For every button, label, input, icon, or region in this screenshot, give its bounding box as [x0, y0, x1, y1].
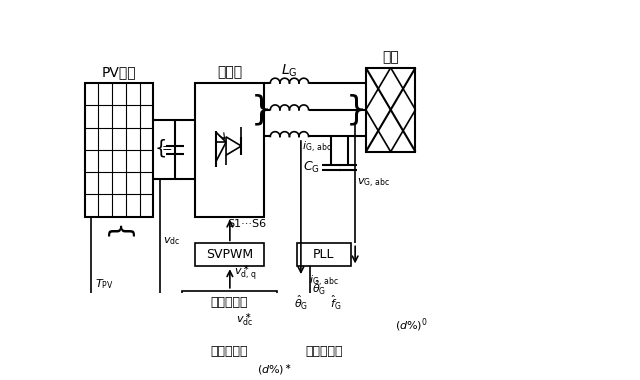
Text: $\hat{\theta}_\mathrm{G}$: $\hat{\theta}_\mathrm{G}$: [294, 294, 308, 312]
Text: $i_\mathrm{G,\,abc}$: $i_\mathrm{G,\,abc}$: [309, 274, 339, 289]
Text: =: =: [162, 142, 173, 155]
Text: $C_\mathrm{G}$: $C_\mathrm{G}$: [303, 160, 320, 175]
Bar: [366, 68, 415, 152]
Text: 电压控制层: 电压控制层: [211, 296, 248, 309]
Bar: [297, 244, 351, 266]
Bar: [195, 83, 264, 217]
Text: $(d\%)^0$: $(d\%)^0$: [395, 316, 428, 334]
Text: }: }: [250, 93, 272, 126]
Text: 频率响应层: 频率响应层: [305, 345, 342, 358]
Text: $v_\mathrm{G,\,abc}$: $v_\mathrm{G,\,abc}$: [357, 177, 391, 190]
Text: }: }: [346, 93, 367, 126]
Text: $L_\mathrm{G}$: $L_\mathrm{G}$: [281, 63, 298, 79]
Text: $v^\ast_\mathrm{dc}$: $v^\ast_\mathrm{dc}$: [236, 312, 253, 328]
Text: $T_\mathrm{PV}$: $T_\mathrm{PV}$: [95, 277, 113, 291]
Text: {: {: [155, 139, 167, 158]
Text: PV阵列: PV阵列: [102, 65, 136, 79]
Text: $\hat{f}_\mathrm{G}$: $\hat{f}_\mathrm{G}$: [330, 294, 341, 312]
Text: PLL: PLL: [313, 249, 335, 261]
Text: 减载控制层: 减载控制层: [211, 345, 248, 358]
Text: $\hat{\theta}_\mathrm{G}$: $\hat{\theta}_\mathrm{G}$: [312, 279, 326, 297]
Bar: [272, 340, 376, 363]
Bar: [182, 291, 277, 313]
Text: SVPWM: SVPWM: [206, 249, 253, 261]
Text: $v^\ast_\mathrm{d,\,q}$: $v^\ast_\mathrm{d,\,q}$: [234, 263, 257, 282]
Text: $i_\mathrm{G,\,abc}$: $i_\mathrm{G,\,abc}$: [303, 139, 332, 155]
Text: $v_\mathrm{dc}$: $v_\mathrm{dc}$: [163, 235, 180, 247]
Text: 电网: 电网: [382, 50, 399, 64]
Text: $(d\%)^\ast$: $(d\%)^\ast$: [257, 362, 292, 377]
Text: }: }: [105, 218, 133, 236]
Bar: [182, 340, 277, 363]
Text: 逆变器: 逆变器: [218, 65, 243, 79]
Text: S1···S6: S1···S6: [227, 219, 266, 229]
Bar: [195, 244, 264, 266]
Bar: [84, 83, 154, 217]
